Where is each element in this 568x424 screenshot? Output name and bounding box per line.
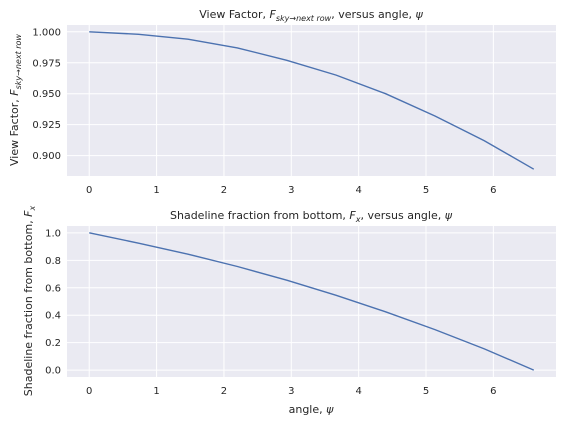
bottom-x-axis-label: angle, ψ (289, 403, 335, 416)
bottom-y-tick-label: 1.0 (45, 228, 61, 239)
top-y-axis-label: View Factor, Fsky→next row (8, 34, 23, 166)
bottom-x-tick-label: 0 (86, 386, 92, 397)
top-y-tick-label: 0.900 (32, 151, 61, 162)
top-x-tick-label: 5 (423, 185, 429, 196)
bottom-subplot: 0 1 2 3 4 5 6 0.0 0.2 0.4 0.6 0.8 1.0 Shadeline frac… (22, 205, 556, 416)
bottom-series-line (89, 232, 535, 371)
top-y-tick-label: 0.975 (32, 58, 61, 69)
top-chart-title: View Factor, Fsky→next row, versus angle… (199, 8, 423, 23)
bottom-series-group (89, 232, 535, 371)
bottom-plot-area (67, 226, 556, 377)
top-y-tick-label: 0.925 (32, 120, 61, 131)
top-series-line (89, 31, 535, 170)
bottom-x-tick-label: 1 (153, 386, 159, 397)
top-tick-labels: 0 1 2 3 4 5 6 0.900 0.925 0.950 0.975 1.000 (32, 27, 496, 196)
top-series-group (89, 31, 535, 170)
bottom-y-tick-label: 0.0 (45, 366, 61, 377)
bottom-x-tick-label: 3 (288, 386, 294, 397)
bottom-x-tick-label: 2 (221, 386, 227, 397)
bottom-y-tick-label: 0.8 (45, 256, 61, 267)
top-grid (67, 25, 556, 176)
top-y-tick-label: 1.000 (32, 27, 61, 38)
bottom-x-tick-label: 6 (490, 386, 496, 397)
bottom-y-tick-label: 0.6 (45, 283, 61, 294)
top-y-tick-label: 0.950 (32, 89, 61, 100)
bottom-x-tick-label: 4 (355, 386, 361, 397)
bottom-y-axis-label: Shadeline fraction from bottom, Fx (22, 205, 37, 396)
top-x-tick-label: 6 (490, 185, 496, 196)
bottom-chart-title: Shadeline fraction from bottom, Fx, vers… (170, 209, 453, 224)
top-plot-area (67, 25, 556, 176)
bottom-y-tick-label: 0.4 (45, 311, 61, 322)
top-subplot: 0 1 2 3 4 5 6 0.900 0.925 0.950 0.975 1.000 View Fa… (8, 8, 556, 196)
bottom-y-tick-label: 0.2 (45, 338, 61, 349)
top-x-tick-label: 1 (153, 185, 159, 196)
top-x-tick-label: 4 (355, 185, 361, 196)
top-x-tick-label: 2 (221, 185, 227, 196)
top-x-tick-label: 0 (86, 185, 92, 196)
top-x-tick-label: 3 (288, 185, 294, 196)
bottom-tick-labels: 0 1 2 3 4 5 6 0.0 0.2 0.4 0.6 0.8 1.0 (45, 228, 496, 397)
bottom-x-tick-label: 5 (423, 386, 429, 397)
bottom-grid (67, 226, 556, 377)
